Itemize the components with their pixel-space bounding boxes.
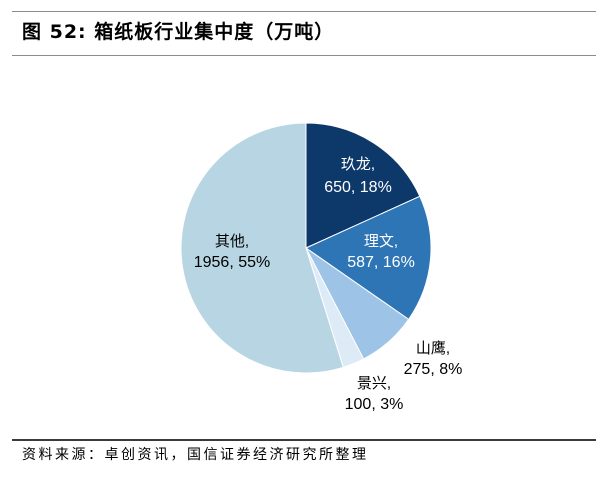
slice-label-name-2: 理文, — [364, 233, 398, 250]
slice-label-value-2: 587, 16% — [347, 254, 415, 271]
pie-slice-2 — [304, 195, 432, 321]
source-note: 资料来源：卓创资讯，国信证券经济研究所整理 — [22, 447, 369, 463]
slice-label-value-3: 275, 8% — [404, 361, 463, 378]
title-bottom-rule — [12, 55, 596, 56]
slice-label-name-1: 玖龙, — [341, 156, 375, 173]
figure-title: 图 52: 箱纸板行业集中度（万吨） — [22, 21, 335, 43]
slice-label-name-4: 景兴, — [357, 375, 391, 392]
slice-label-value-1: 650, 18% — [324, 179, 392, 196]
source-rule — [12, 439, 596, 441]
title-top-rule — [12, 11, 596, 12]
pie-slices — [180, 122, 432, 374]
slice-label-name-3: 山鹰, — [416, 340, 450, 357]
pie-slice-5 — [180, 122, 344, 374]
slice-label-value-4: 100, 3% — [345, 396, 404, 413]
slice-label-name-5: 其他, — [215, 233, 249, 250]
slice-label-value-5: 1956, 55% — [194, 254, 271, 271]
pie-slice-1 — [305, 122, 421, 249]
pie-labels: 玖龙, 650, 18% 理文, 587, 16% 山鹰, 275, 8% 景兴, 100, … — [194, 156, 463, 413]
